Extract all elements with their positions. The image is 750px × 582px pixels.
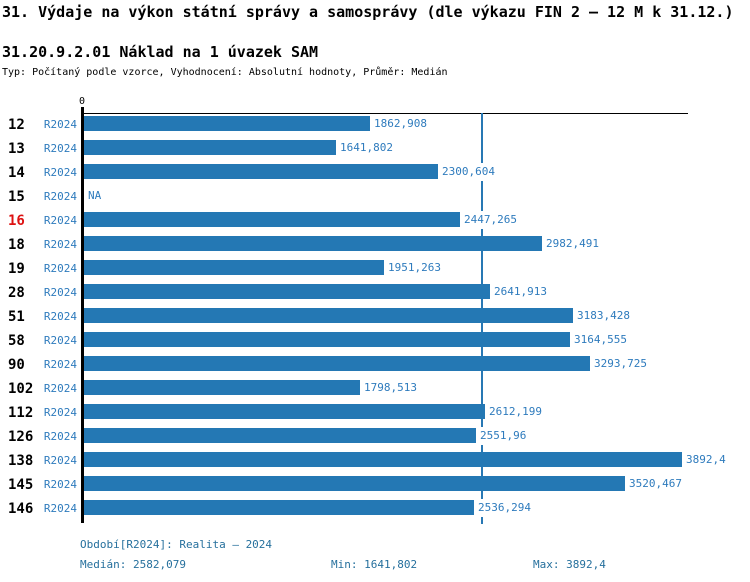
bar <box>84 404 485 419</box>
bar <box>84 452 682 467</box>
value-label: 3183,428 <box>576 307 631 325</box>
value-label: 1798,513 <box>363 379 418 397</box>
footer-max-stat: Max: 3892,4 <box>533 558 606 571</box>
series-label: R2024 <box>43 238 77 251</box>
series-label: R2024 <box>43 166 77 179</box>
series-label: R2024 <box>43 502 77 515</box>
bar <box>84 476 625 491</box>
chart-row-19: 19 R2024 1951,263 <box>0 257 750 281</box>
chart-row-13: 13 R2024 1641,802 <box>0 137 750 161</box>
row-label: 15 <box>8 189 25 205</box>
footer-period-label: Období[R2024]: Realita – 2024 <box>80 538 273 551</box>
series-label: R2024 <box>43 118 77 131</box>
chart-row-28: 28 R2024 2641,913 <box>0 281 750 305</box>
bar <box>84 380 360 395</box>
series-label: R2024 <box>43 430 77 443</box>
chart-row-102: 102 R2024 1798,513 <box>0 377 750 401</box>
chart-row-145: 145 R2024 3520,467 <box>0 473 750 497</box>
value-label: 2641,913 <box>493 283 548 301</box>
bar <box>84 260 384 275</box>
row-label: 112 <box>8 405 34 421</box>
y-axis-line <box>81 107 84 523</box>
bar <box>84 236 542 251</box>
row-label: 14 <box>8 165 25 181</box>
chart-row-126: 126 R2024 2551,96 <box>0 425 750 449</box>
row-label: 146 <box>8 501 34 517</box>
chart-row-112: 112 R2024 2612,199 <box>0 401 750 425</box>
series-label: R2024 <box>43 406 77 419</box>
chart-row-58: 58 R2024 3164,555 <box>0 329 750 353</box>
series-label: R2024 <box>43 382 77 395</box>
value-label: 2551,96 <box>479 427 528 445</box>
series-label: R2024 <box>43 478 77 491</box>
value-label: 2982,491 <box>545 235 600 253</box>
value-label: 2612,199 <box>488 403 543 421</box>
page-title: 31. Výdaje na výkon státní správy a samo… <box>2 3 734 21</box>
bar-rows-container: 12 R2024 1862,908 13 R2024 1641,802 14 R2024 230… <box>0 113 750 521</box>
value-label: 1951,263 <box>387 259 442 277</box>
chart-row-138: 138 R2024 3892,4 <box>0 449 750 473</box>
series-label: R2024 <box>43 310 77 323</box>
row-label: 51 <box>8 309 25 325</box>
series-label: R2024 <box>43 286 77 299</box>
footer-min-stat: Min: 1641,802 <box>331 558 418 571</box>
chart-row-146: 146 R2024 2536,294 <box>0 497 750 521</box>
series-label: R2024 <box>43 142 77 155</box>
footer-median-stat: Medián: 2582,079 <box>80 558 186 571</box>
value-label: 1641,802 <box>339 139 394 157</box>
bar <box>84 212 460 227</box>
bar <box>84 116 370 131</box>
series-label: R2024 <box>43 334 77 347</box>
chart-row-14: 14 R2024 2300,604 <box>0 161 750 185</box>
row-label: 126 <box>8 429 34 445</box>
row-label: 13 <box>8 141 25 157</box>
row-label: 138 <box>8 453 34 469</box>
chart-row-90: 90 R2024 3293,725 <box>0 353 750 377</box>
bar <box>84 428 476 443</box>
row-label: 28 <box>8 285 25 301</box>
value-label: 1862,908 <box>373 115 428 133</box>
bar <box>84 500 474 515</box>
series-label: R2024 <box>43 262 77 275</box>
row-label: 102 <box>8 381 34 397</box>
row-label: 90 <box>8 357 25 373</box>
bar <box>84 332 570 347</box>
chart-row-51: 51 R2024 3183,428 <box>0 305 750 329</box>
series-label: R2024 <box>43 358 77 371</box>
row-label: 145 <box>8 477 34 493</box>
bar <box>84 164 438 179</box>
row-label: 16 <box>8 213 25 229</box>
bar <box>84 284 490 299</box>
chart-row-18: 18 R2024 2982,491 <box>0 233 750 257</box>
indicator-subtitle: 31.20.9.2.01 Náklad na 1 úvazek SAM <box>2 43 319 61</box>
chart-row-12: 12 R2024 1862,908 <box>0 113 750 137</box>
row-label: 18 <box>8 237 25 253</box>
chart-meta-line: Typ: Počítaný podle vzorce, Vyhodnocení:… <box>2 67 448 78</box>
x-axis-zero-label: 0 <box>78 96 86 107</box>
series-label: R2024 <box>43 214 77 227</box>
value-label: NA <box>87 187 103 205</box>
row-label: 58 <box>8 333 25 349</box>
value-label: 3520,467 <box>628 475 683 493</box>
bar <box>84 308 573 323</box>
value-label: 3164,555 <box>573 331 628 349</box>
series-label: R2024 <box>43 190 77 203</box>
value-label: 2300,604 <box>441 163 496 181</box>
value-label: 2447,265 <box>463 211 518 229</box>
chart-row-16: 16 R2024 2447,265 <box>0 209 750 233</box>
bar <box>84 356 590 371</box>
chart-row-15: 15 R2024 NA <box>0 185 750 209</box>
value-label: 3892,4 <box>685 451 727 469</box>
x-axis-line <box>81 113 688 114</box>
value-label: 3293,725 <box>593 355 648 373</box>
series-label: R2024 <box>43 454 77 467</box>
row-label: 19 <box>8 261 25 277</box>
row-label: 12 <box>8 117 25 133</box>
value-label: 2536,294 <box>477 499 532 517</box>
bar <box>84 140 336 155</box>
